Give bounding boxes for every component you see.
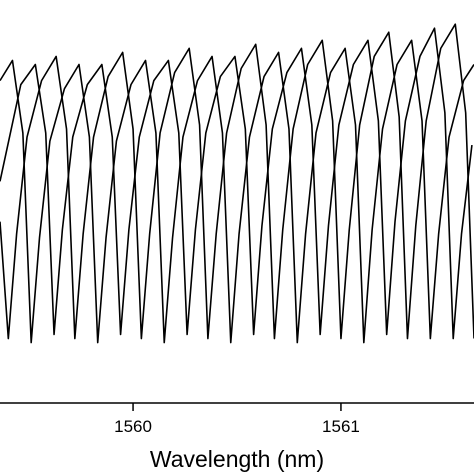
x-axis-title: Wavelength (nm) bbox=[150, 446, 324, 472]
spectrum-line bbox=[0, 23, 474, 340]
x-tick-label: 1560 bbox=[114, 417, 152, 436]
spectrum-line bbox=[0, 27, 473, 340]
spectrum-line bbox=[0, 39, 474, 344]
x-tick-label: 1561 bbox=[322, 417, 360, 436]
